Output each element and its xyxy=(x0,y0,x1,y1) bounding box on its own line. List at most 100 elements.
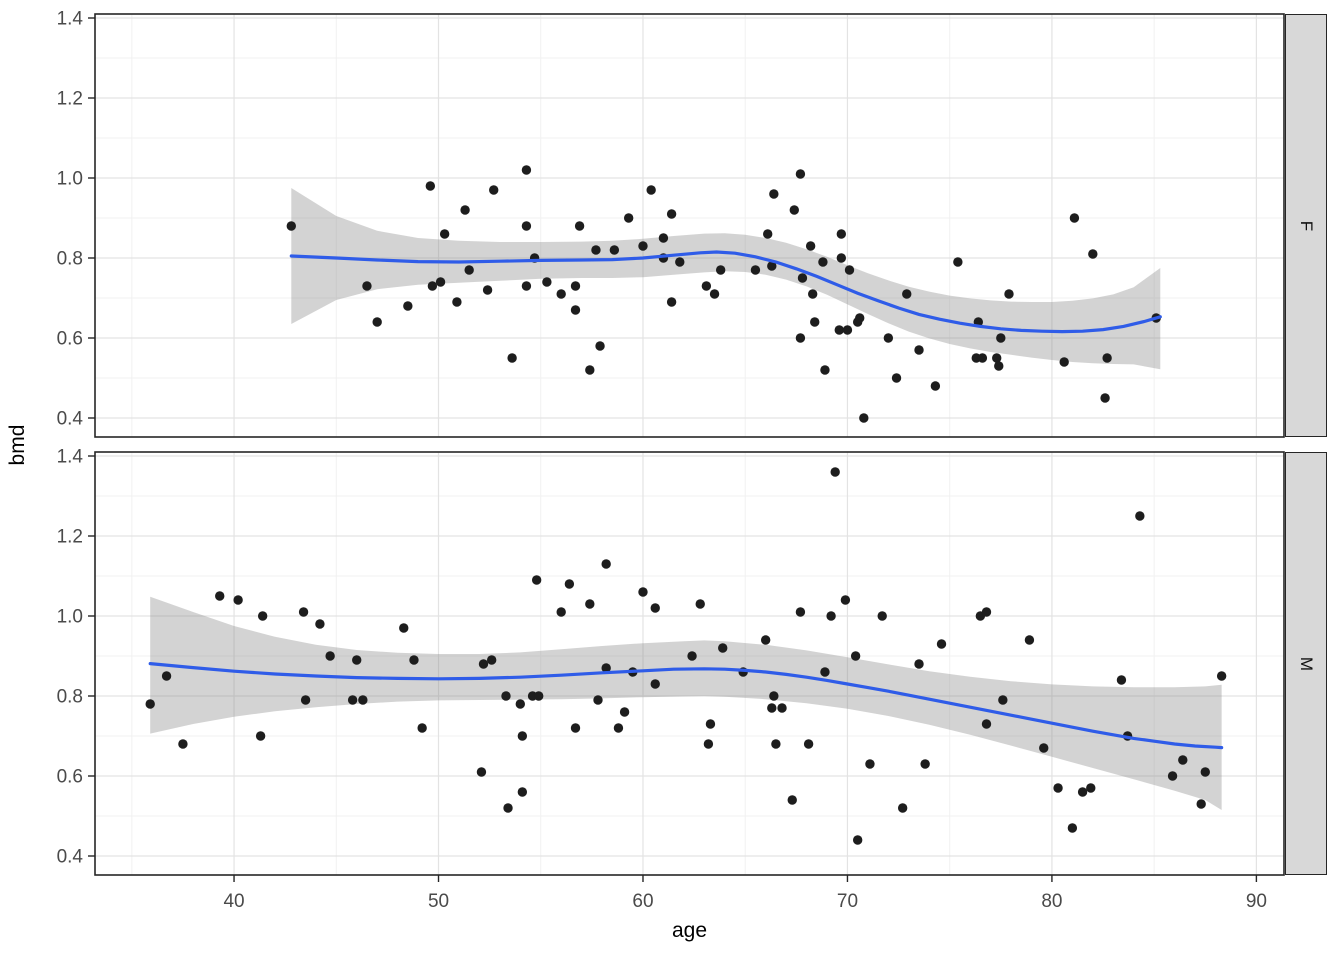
data-point xyxy=(1196,799,1206,809)
smooth-line xyxy=(289,250,1162,334)
y-tick-label: 0.4 xyxy=(57,409,84,430)
data-point xyxy=(507,353,517,363)
data-point xyxy=(399,623,409,633)
data-point xyxy=(570,281,581,291)
panel-background xyxy=(95,14,1284,437)
data-point xyxy=(257,611,268,621)
data-point xyxy=(902,289,912,299)
y-tick-label: 0.6 xyxy=(57,767,83,788)
data-point xyxy=(352,655,362,665)
x-tick-label: 50 xyxy=(428,891,449,912)
data-point xyxy=(760,635,771,645)
data-point xyxy=(178,739,188,749)
data-point xyxy=(439,229,450,239)
data-point xyxy=(460,205,470,215)
data-point xyxy=(998,695,1008,705)
x-tick-label: 70 xyxy=(837,891,858,912)
data-point xyxy=(556,607,566,617)
data-point xyxy=(521,221,532,231)
data-point xyxy=(844,265,855,275)
data-point xyxy=(521,165,532,175)
data-point xyxy=(1167,771,1178,781)
data-point xyxy=(992,353,1002,363)
data-point xyxy=(623,213,634,223)
data-point xyxy=(595,341,605,351)
y-tick-label: 1.0 xyxy=(57,607,83,628)
data-point xyxy=(1116,675,1127,685)
data-point xyxy=(609,245,620,255)
data-point xyxy=(701,281,712,291)
data-point xyxy=(920,759,930,769)
data-point xyxy=(805,241,816,251)
data-point xyxy=(556,289,566,299)
data-point xyxy=(1069,213,1080,223)
data-point xyxy=(703,739,714,749)
data-point xyxy=(715,265,726,275)
data-point xyxy=(1067,823,1078,833)
data-point xyxy=(763,229,773,239)
data-point xyxy=(852,835,863,845)
data-point xyxy=(1135,511,1145,521)
data-point xyxy=(486,655,497,665)
data-point xyxy=(705,719,716,729)
smooth-line xyxy=(148,662,1224,750)
data-point xyxy=(936,639,947,649)
data-point xyxy=(771,739,781,749)
facet-panel-F: 0.4 0.6 0.8 1.0 1.2 1.4 xyxy=(57,9,1285,438)
data-point xyxy=(840,595,851,605)
data-point xyxy=(797,273,808,283)
data-point xyxy=(286,221,296,231)
data-point xyxy=(836,229,847,239)
data-point xyxy=(403,301,413,311)
data-point xyxy=(767,261,777,271)
data-point xyxy=(515,699,526,709)
data-point xyxy=(570,723,581,733)
data-point xyxy=(650,603,660,613)
x-tick-label: 60 xyxy=(632,891,653,912)
data-point xyxy=(255,731,266,741)
data-point xyxy=(347,695,358,705)
data-point xyxy=(842,325,853,335)
data-point xyxy=(1024,635,1035,645)
y-tick-label: 0.8 xyxy=(57,249,83,270)
panel-border xyxy=(94,451,1285,876)
data-point xyxy=(298,607,309,617)
data-point xyxy=(638,587,648,597)
data-point xyxy=(820,667,830,677)
data-point xyxy=(830,467,840,477)
data-point xyxy=(464,265,474,275)
data-point xyxy=(585,599,595,609)
data-point xyxy=(695,599,705,609)
data-point xyxy=(489,185,499,195)
data-point xyxy=(658,233,669,243)
data-point xyxy=(777,703,787,713)
data-point xyxy=(452,297,462,307)
data-point xyxy=(803,739,814,749)
data-point xyxy=(666,297,677,307)
y-tick-label: 1.0 xyxy=(57,169,83,190)
data-point xyxy=(542,277,552,287)
data-point xyxy=(585,365,595,375)
confidence-band xyxy=(291,188,1161,370)
data-point xyxy=(427,281,438,291)
data-point xyxy=(883,333,894,343)
data-point xyxy=(503,803,513,813)
data-point xyxy=(570,305,581,315)
data-point xyxy=(981,607,992,617)
data-point xyxy=(1053,783,1063,793)
y-tick-label: 0.4 xyxy=(57,847,84,868)
facet-strip-F-label: F xyxy=(1296,220,1316,231)
data-point xyxy=(810,317,820,327)
y-tick-label: 1.2 xyxy=(57,89,83,110)
data-point xyxy=(425,181,436,191)
data-point xyxy=(517,731,528,741)
data-point xyxy=(593,695,603,705)
data-point xyxy=(1039,743,1049,753)
data-point xyxy=(855,313,865,323)
data-point xyxy=(601,663,611,673)
data-point xyxy=(372,317,382,327)
data-point xyxy=(914,345,924,355)
data-point xyxy=(613,723,624,733)
